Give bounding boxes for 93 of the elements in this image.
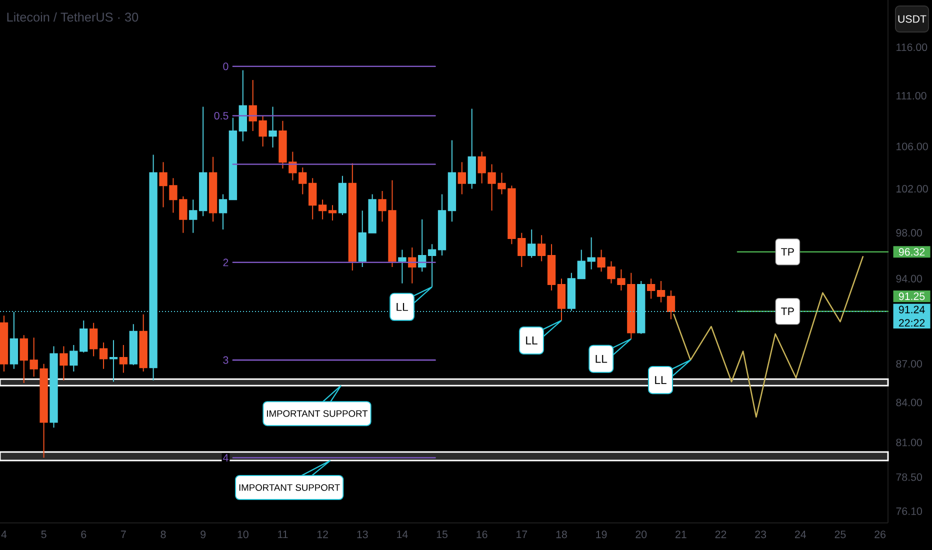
candlestick	[10, 311, 18, 370]
series-label: 0	[223, 62, 228, 70]
y-axis-title: USDT	[898, 15, 926, 23]
x-tick-label: 16	[476, 530, 488, 538]
candlestick	[318, 199, 327, 220]
candlestick	[547, 244, 556, 291]
line-series	[673, 256, 864, 418]
candlestick	[528, 228, 536, 258]
series-label: 2	[223, 258, 228, 266]
x-tick-label: 6	[81, 530, 86, 538]
x-tick-label: 18	[556, 530, 567, 538]
candlestick	[398, 249, 406, 284]
series-label: TP	[781, 308, 794, 316]
candlestick	[109, 340, 118, 382]
candlestick	[577, 249, 586, 280]
x-tick-label: 10	[238, 530, 248, 538]
annotation: LL	[396, 303, 408, 311]
ref-line-label: 91.24	[898, 306, 925, 314]
series-label: 4	[223, 454, 228, 462]
x-tick-label: 14	[397, 530, 408, 538]
y-tick-label: 102.00	[896, 185, 928, 193]
x-tick-label: 12	[317, 530, 328, 538]
candlestick	[129, 324, 138, 366]
x-tick-label: 13	[357, 530, 368, 538]
candlestick	[328, 204, 337, 222]
candlestick	[567, 272, 576, 312]
candlestick	[60, 346, 68, 381]
candlestick	[119, 344, 128, 374]
candlestick	[268, 106, 277, 148]
candlestick	[208, 156, 218, 222]
candlestick	[238, 70, 247, 142]
x-tick-label: 15	[436, 530, 448, 538]
x-tick-label: 19	[596, 530, 607, 538]
y-tick-label: 81.00	[896, 438, 922, 446]
annotation: LL	[596, 354, 608, 363]
x-tick-label: 11	[278, 530, 288, 538]
band-label: IMPORTANT SUPPORT	[267, 410, 368, 417]
candlestick	[50, 346, 58, 428]
y-tick-label: 106.00	[896, 142, 928, 150]
y-tick-label: 98.00	[896, 229, 922, 237]
candlestick	[228, 117, 238, 200]
series-label: TP	[781, 248, 794, 256]
x-tick-label: 20	[636, 530, 647, 538]
candlestick	[537, 234, 546, 262]
candlestick	[99, 342, 108, 370]
candlestick	[646, 278, 656, 300]
candlestick	[666, 290, 676, 320]
candlestick	[20, 334, 28, 384]
candlestick	[587, 236, 596, 270]
data-label: 96.32	[898, 248, 925, 256]
x-tick-label: 24	[795, 530, 806, 538]
y-tick-label: 94.00	[896, 274, 922, 282]
y-tick-label: 84.00	[896, 398, 922, 406]
candlestick	[308, 178, 317, 220]
text: Litecoin / TetherUS · 30	[7, 12, 138, 22]
candlestick	[199, 106, 208, 217]
annotation: LL	[655, 376, 666, 384]
x-tick-label: 9	[200, 530, 206, 538]
x-tick-label: 7	[121, 530, 126, 538]
candlestick	[90, 322, 98, 357]
text: 22:22	[898, 319, 925, 327]
candlestick	[458, 162, 466, 195]
series-label: 3	[223, 356, 228, 364]
candlestick	[218, 194, 228, 230]
candlestick	[338, 175, 347, 216]
x-tick-label: 23	[755, 530, 766, 538]
candlestick	[348, 162, 356, 272]
x-tick-label: 5	[41, 530, 46, 538]
annotation: LL	[526, 336, 538, 344]
series-label: 0.5	[214, 112, 228, 120]
x-tick-label: 8	[160, 530, 166, 538]
x-tick-label: 17	[516, 530, 528, 538]
candlestick	[0, 315, 8, 372]
candlestick	[557, 278, 566, 321]
y-tick-label: 76.10	[896, 507, 922, 515]
y-tick-label: 116.00	[896, 43, 928, 52]
x-tick-label: 21	[676, 530, 686, 538]
candlestick	[139, 314, 148, 372]
data-label: 91.25	[898, 292, 925, 300]
candlestick	[438, 194, 446, 256]
x-tick-label: 22	[715, 530, 726, 538]
y-tick-label: 78.50	[896, 473, 922, 481]
candlestick	[189, 199, 198, 234]
x-tick-label: 4	[1, 530, 7, 538]
y-tick-label: 111.00	[896, 92, 926, 100]
y-tick-label: 87.00	[896, 360, 922, 368]
candlestick	[468, 108, 476, 190]
band-label: IMPORTANT SUPPORT	[239, 484, 340, 491]
x-tick-label: 25	[834, 530, 846, 538]
candlestick	[428, 244, 436, 288]
x-tick-label: 26	[874, 530, 886, 538]
candlestick	[656, 280, 666, 303]
candlestick	[448, 140, 456, 222]
